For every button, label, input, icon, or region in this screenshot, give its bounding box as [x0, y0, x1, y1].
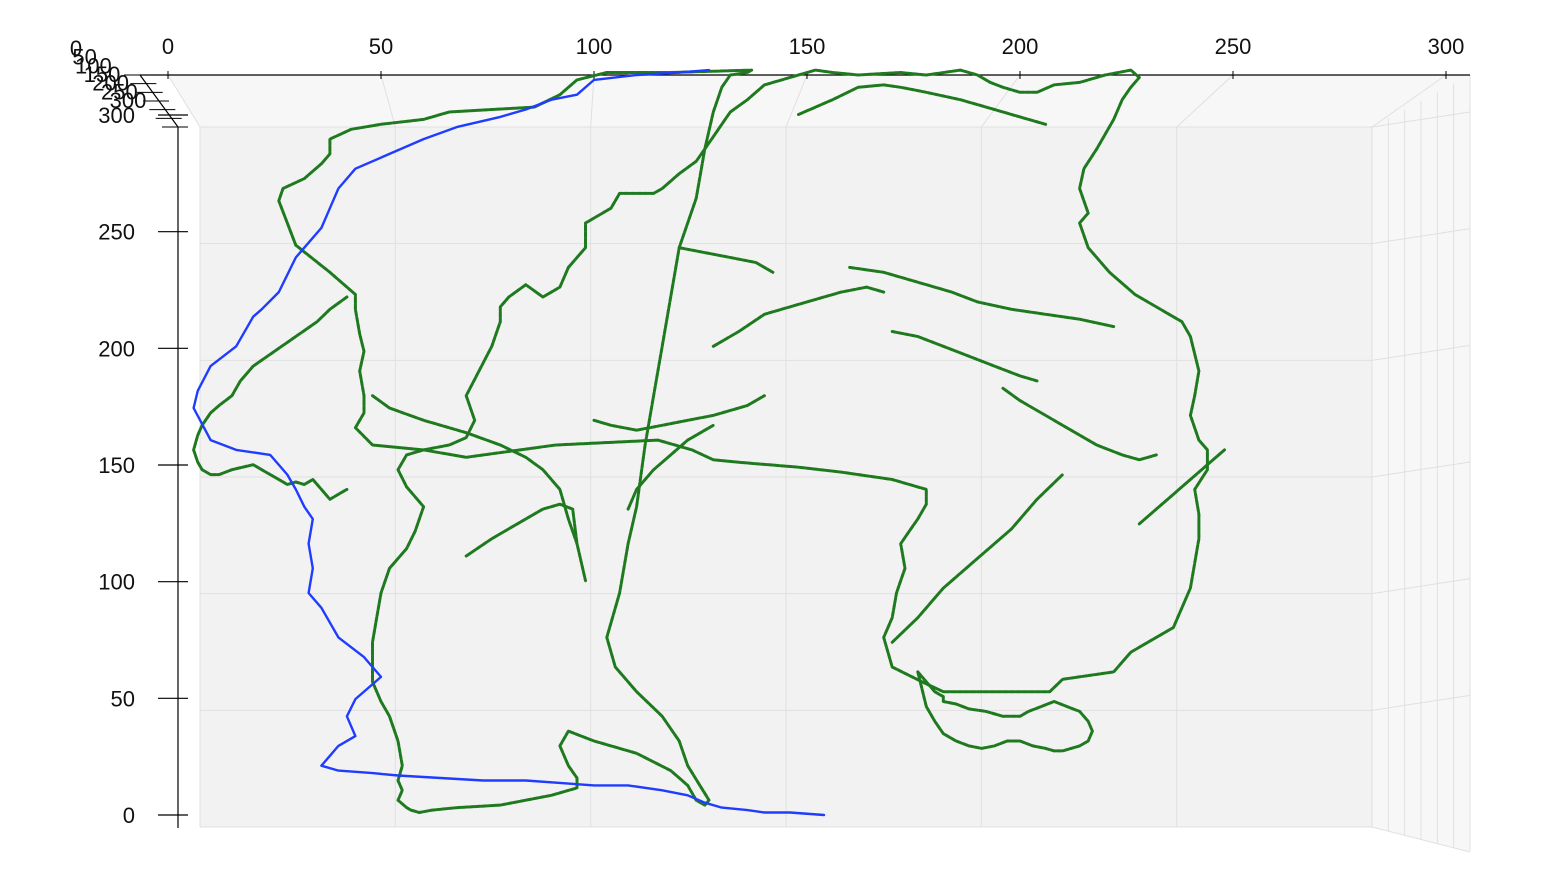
outline-path [916, 670, 1094, 753]
outline-path [797, 83, 1048, 126]
outline-path [1137, 448, 1226, 526]
y-tick-label: 100 [98, 570, 135, 595]
outline-path [464, 502, 579, 558]
z-tick-label: 0 [70, 36, 82, 61]
x-tick-label: 300 [1428, 34, 1465, 59]
x-tick-label: 250 [1215, 34, 1252, 59]
z-tick-label: 100 [75, 53, 112, 78]
y-tick-label: 300 [98, 103, 135, 128]
y-tick-label: 150 [98, 453, 135, 478]
y-tick-label: 250 [98, 220, 135, 245]
y-tick-label: 0 [123, 803, 135, 828]
z-tick-label: 250 [101, 79, 138, 104]
z-tick-label: 50 [72, 45, 96, 70]
x-tick-label: 0 [162, 34, 174, 59]
grid-line-top [785, 74, 808, 128]
outline-path [890, 473, 1065, 644]
grid-line-top [167, 74, 201, 128]
grid-line-top [980, 74, 1021, 128]
tick-labels: 0 50 100 150 200 250 3000501001502002503000501… [70, 34, 1464, 828]
z-tick-label: 150 [84, 62, 121, 87]
grid-line-top [1371, 74, 1447, 128]
series-silhouette [192, 68, 826, 817]
outline-path [371, 394, 587, 583]
y-tick-label: 200 [98, 336, 135, 361]
top-pane [168, 75, 1446, 127]
silhouette-path [192, 68, 826, 817]
outline-path [592, 394, 766, 432]
y-tick-label: 50 [111, 686, 135, 711]
outline-path [1001, 386, 1158, 462]
x-tick-label: 100 [576, 34, 613, 59]
axis-panes [168, 75, 1470, 852]
outline-path [848, 265, 1116, 329]
outline-path [277, 68, 1209, 814]
outline-path [890, 330, 1039, 383]
axes [124, 71, 1470, 828]
x-tick-label: 150 [789, 34, 826, 59]
x-tick-label: 50 [369, 34, 393, 59]
outline-path [677, 246, 775, 274]
z-tick-label: 300 [110, 88, 147, 113]
outline-path [192, 295, 349, 501]
grid-line-top [380, 74, 396, 128]
z-tick-label: 200 [92, 71, 129, 96]
series-outline [192, 68, 1226, 814]
grid-line-top [1176, 74, 1234, 128]
series-lines [192, 68, 1226, 817]
outline-path [626, 423, 715, 511]
outline-path [711, 285, 886, 348]
grid-line-right [1371, 826, 1471, 853]
x-tick-label: 200 [1002, 34, 1039, 59]
grid-line-top [590, 74, 595, 128]
